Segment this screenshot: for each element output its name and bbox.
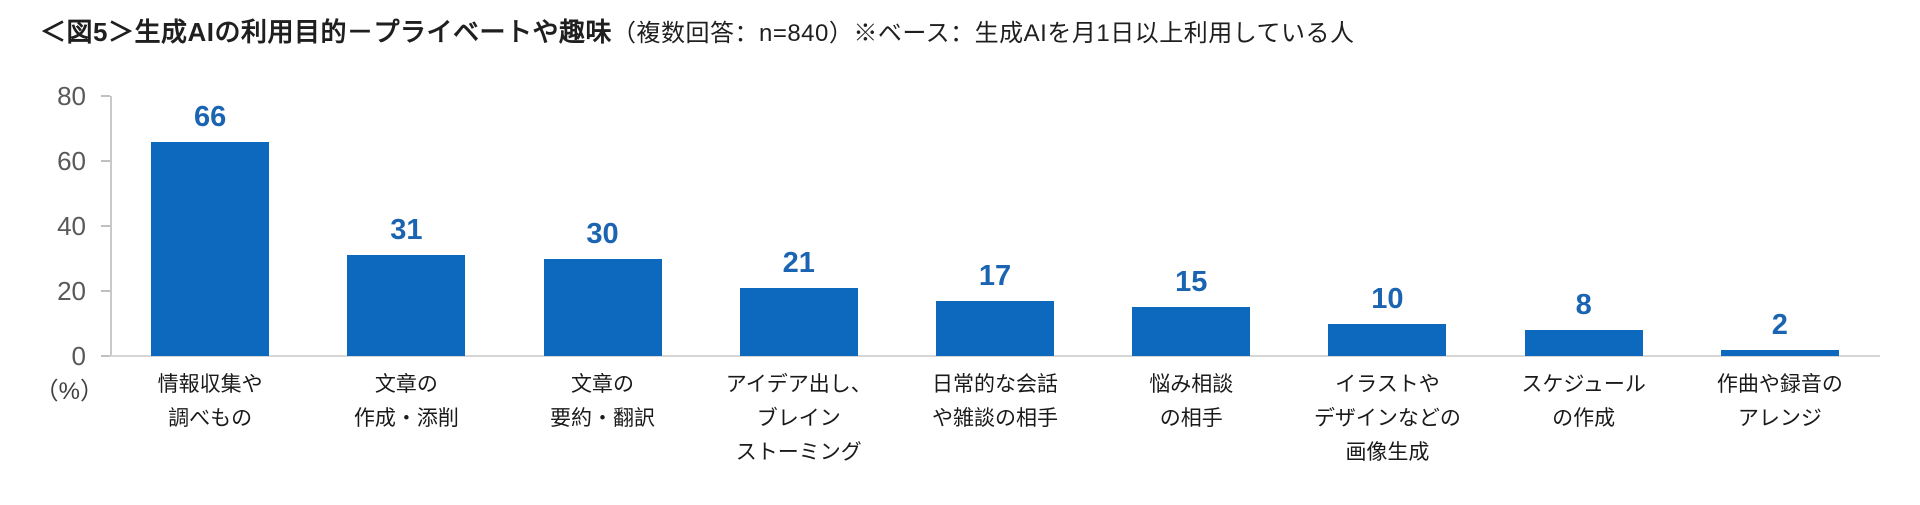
bar-category-label: イラストや デザインなどの 画像生成 (1313, 373, 1461, 464)
bar-category-label: 悩み相談 の相手 (1149, 373, 1234, 430)
figure-title-note: （複数回答：n=840）※ベース：生成AIを月1日以上利用している人 (611, 20, 1355, 47)
bar-category-label: 作曲や録音の アレンジ (1716, 373, 1843, 430)
bar (1524, 330, 1643, 356)
bar (1132, 307, 1251, 356)
bar-category-label: スケジュール の作成 (1521, 373, 1646, 430)
y-tick-label: 20 (57, 276, 86, 306)
figure-title: ＜図5＞生成AIの利用目的－プライベートや趣味 (40, 17, 612, 47)
bar (151, 141, 270, 356)
bar-category-label: 情報収集や 調べもの (157, 373, 263, 430)
y-tick-mark (101, 160, 110, 162)
y-tick-mark (101, 290, 110, 292)
y-tick-mark (101, 95, 110, 97)
bar-category-label: 文章の 要約・翻訳 (550, 373, 656, 430)
bar-category-label: 日常的な会話 や雑談の相手 (932, 373, 1058, 430)
bar-value-label: 66 (193, 100, 227, 133)
y-tick-label: 60 (57, 146, 86, 176)
y-axis-unit-label: （%） (34, 378, 104, 405)
bar-value-label: 8 (1575, 289, 1592, 321)
bar (936, 300, 1054, 356)
bar-category-label: 文章の 作成・添削 (353, 373, 459, 430)
bar-value-label: 10 (1371, 282, 1404, 315)
bar-value-label: 21 (782, 246, 815, 279)
bar (543, 258, 662, 356)
bar (347, 255, 466, 356)
y-tick-mark (101, 355, 110, 357)
bar-value-label: 30 (586, 217, 619, 250)
bar (1328, 323, 1447, 356)
figure-title-row: ＜図5＞生成AIの利用目的－プライベートや趣味（複数回答：n=840）※ベース：… (40, 12, 1354, 49)
y-tick-label: 0 (71, 341, 86, 371)
bar (1720, 349, 1839, 356)
y-axis-line (110, 96, 112, 356)
bar-category-label: アイデア出し、 ブレイン ストーミング (725, 373, 872, 464)
x-axis-line (110, 355, 1880, 357)
bar (739, 287, 858, 356)
bar-value-label: 17 (978, 259, 1012, 292)
bar-value-label: 15 (1175, 266, 1208, 299)
bar-value-label: 31 (390, 214, 423, 247)
bar-value-label: 2 (1771, 308, 1788, 341)
y-tick-label: 40 (57, 211, 86, 241)
y-tick-label: 80 (57, 81, 86, 111)
y-tick-mark (101, 225, 110, 227)
